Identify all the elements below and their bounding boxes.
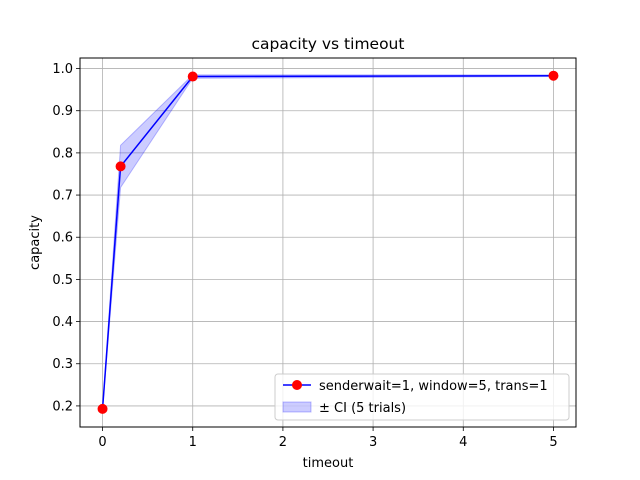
y-tick-label: 0.6 (52, 231, 73, 246)
data-point (115, 161, 126, 172)
x-tick-label: 3 (369, 435, 377, 450)
y-tick-label: 0.2 (52, 399, 73, 414)
plot-frame (79, 57, 577, 428)
y-axis-ticks: 0.2 0.3 0.4 0.5 0.6 0.7 0.8 0.9 1.0 (52, 62, 80, 414)
series-line (101, 74, 554, 409)
x-axis-ticks: 0 1 2 3 4 5 (98, 427, 558, 450)
legend-ci-label: ± CI (5 trials) (319, 401, 406, 416)
series-layer (97, 70, 559, 414)
legend: senderwait=1, window=5, trans=1 ± CI (5 … (274, 373, 570, 421)
y-tick-label: 0.8 (52, 146, 73, 161)
x-tick-label: 0 (98, 435, 106, 450)
y-tick-label: 0.7 (52, 189, 73, 204)
legend-series-label: senderwait=1, window=5, trans=1 (319, 379, 548, 394)
y-tick-label: 0.3 (52, 357, 73, 372)
data-point (187, 71, 198, 82)
data-point (548, 70, 559, 81)
x-tick-label: 2 (279, 435, 287, 450)
y-axis-label: capacity (28, 215, 43, 270)
x-tick-label: 4 (459, 435, 467, 450)
y-tick-label: 1.0 (52, 62, 73, 77)
chart-title: capacity vs timeout (252, 35, 405, 53)
y-tick-label: 0.4 (52, 315, 73, 330)
x-tick-label: 5 (549, 435, 557, 450)
x-tick-label: 1 (189, 435, 197, 450)
y-tick-label: 0.9 (52, 104, 73, 119)
legend-ci-swatch (282, 401, 312, 413)
legend-box (274, 373, 570, 421)
grid (80, 58, 576, 427)
legend-marker-swatch (292, 380, 302, 390)
x-axis-label: timeout (303, 456, 354, 471)
data-point (97, 403, 108, 414)
y-tick-label: 0.5 (52, 273, 73, 288)
